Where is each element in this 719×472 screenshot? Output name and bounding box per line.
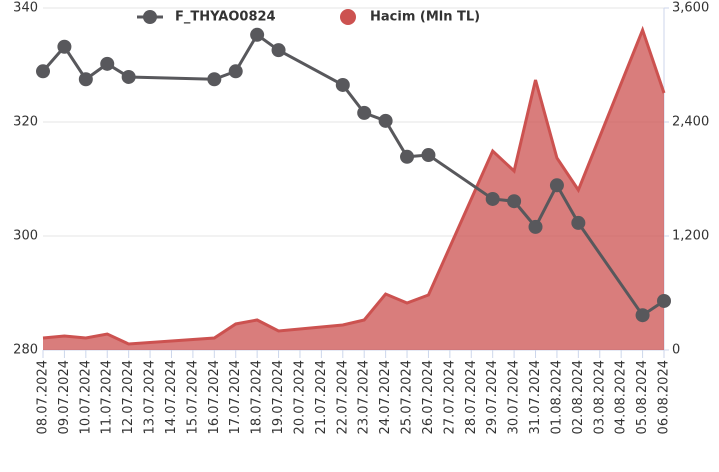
x-tick-label: 14.07.2024 <box>164 360 179 434</box>
y-tick-label: 340 <box>13 1 38 16</box>
legend-label: F_THYAO0824 <box>175 10 276 25</box>
x-tick-label: 21.07.2024 <box>314 360 329 434</box>
x-tick-label: 08.07.2024 <box>36 360 51 434</box>
legend-label: Hacim (Mln TL) <box>370 10 480 25</box>
legend-symbol <box>340 9 356 25</box>
x-tick-label: 22.07.2024 <box>335 360 350 434</box>
x-tick-label: 24.07.2024 <box>378 360 393 434</box>
x-tick-label: 28.07.2024 <box>464 360 479 434</box>
marker <box>657 293 671 308</box>
legend-symbol <box>143 10 157 24</box>
marker <box>507 194 522 209</box>
marker <box>400 149 415 164</box>
marker <box>78 72 93 87</box>
x-tick-label: 11.07.2024 <box>100 360 115 434</box>
x-tick-label: 17.07.2024 <box>228 360 243 434</box>
x-tick-label: 18.07.2024 <box>250 360 265 434</box>
y2-tick-label: 2,400 <box>672 115 709 130</box>
area-line <box>42 25 666 346</box>
x-tick-label: 26.07.2024 <box>421 360 436 434</box>
y-tick-label: 300 <box>13 229 38 244</box>
x-tick-label: 19.07.2024 <box>271 360 286 434</box>
x-tick-label: 05.08.2024 <box>635 360 650 434</box>
x-tick-label: 10.07.2024 <box>78 360 93 434</box>
marker <box>571 215 586 230</box>
y-tick-label: 280 <box>13 343 38 358</box>
marker <box>36 64 50 79</box>
marker <box>335 77 350 92</box>
area-fill <box>43 30 664 350</box>
x-tick-label: 06.08.2024 <box>657 360 672 434</box>
marker <box>378 113 393 128</box>
marker <box>207 72 222 87</box>
marker <box>421 148 436 163</box>
marker <box>271 43 286 58</box>
marker <box>228 64 243 79</box>
x-tick-label: 02.08.2024 <box>571 360 586 434</box>
marker <box>357 105 372 120</box>
x-tick-label: 27.07.2024 <box>442 360 457 434</box>
x-tick-label: 13.07.2024 <box>143 360 158 434</box>
marker <box>635 308 650 323</box>
marker <box>549 178 564 193</box>
marker <box>485 191 500 206</box>
x-tick-label: 15.07.2024 <box>185 360 200 434</box>
x-tick-label: 23.07.2024 <box>357 360 372 434</box>
x-tick-label: 12.07.2024 <box>121 360 136 434</box>
marker <box>121 69 136 84</box>
x-tick-label: 16.07.2024 <box>207 360 222 434</box>
marker <box>57 39 72 54</box>
marker <box>250 27 265 42</box>
x-tick-label: 25.07.2024 <box>400 360 415 434</box>
x-tick-label: 04.08.2024 <box>614 360 629 434</box>
x-tick-label: 30.07.2024 <box>507 360 522 434</box>
x-tick-label: 03.08.2024 <box>592 360 607 434</box>
x-tick-label: 20.07.2024 <box>292 360 307 434</box>
y2-tick-label: 0 <box>672 343 680 358</box>
y2-tick-label: 1,200 <box>672 229 709 244</box>
x-tick-label: 01.08.2024 <box>549 360 564 434</box>
marker <box>528 219 543 234</box>
y2-tick-label: 3,600 <box>672 1 709 16</box>
x-tick-label: 31.07.2024 <box>528 360 543 434</box>
x-tick-label: 29.07.2024 <box>485 360 500 434</box>
y-tick-label: 320 <box>13 115 38 130</box>
x-tick-label: 09.07.2024 <box>57 360 72 434</box>
marker <box>100 56 115 71</box>
